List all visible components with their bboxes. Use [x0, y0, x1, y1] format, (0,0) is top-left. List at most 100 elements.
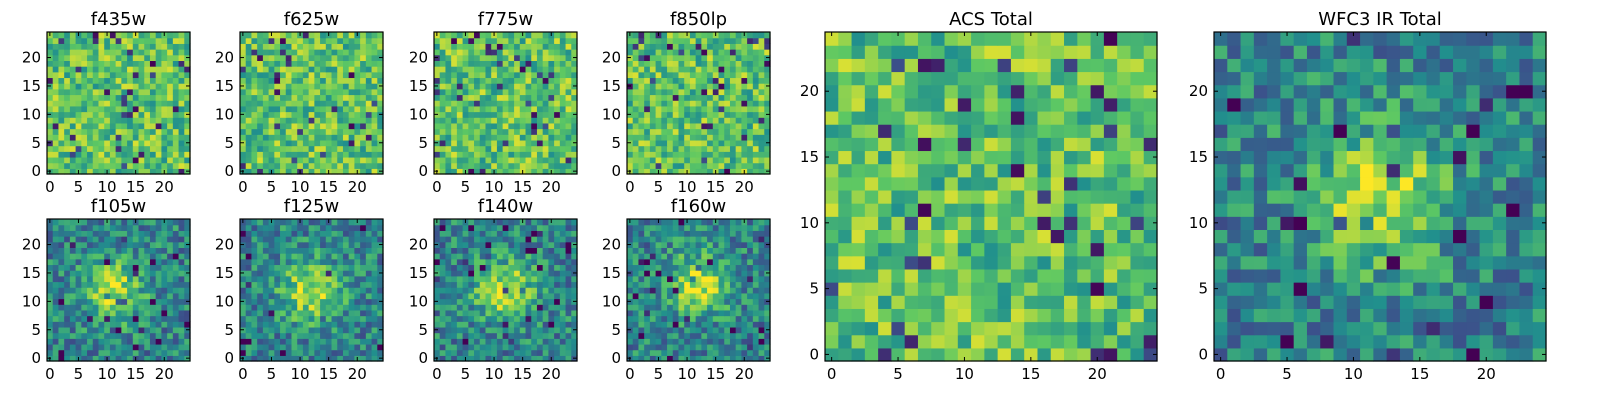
heatmap-cell — [302, 128, 310, 135]
heatmap-cell — [525, 241, 532, 248]
heatmap-cell — [377, 287, 384, 294]
heatmap-cell — [445, 338, 452, 345]
heatmap-cell — [735, 83, 742, 90]
heatmap-cell — [115, 168, 122, 175]
y-tick-label: 15 — [22, 77, 41, 95]
heatmap-cell — [81, 292, 88, 300]
heatmap-cell — [285, 66, 293, 73]
heatmap-cell — [285, 145, 293, 152]
heatmap-cell — [502, 43, 509, 50]
heatmap-cell — [58, 139, 65, 147]
heatmap-cell — [98, 43, 105, 50]
heatmap-cell — [98, 343, 105, 351]
heatmap-cell — [121, 349, 128, 356]
heatmap-cell — [280, 100, 287, 107]
heatmap-cell — [172, 309, 180, 317]
heatmap-cell — [92, 83, 100, 90]
heatmap-cell — [542, 88, 549, 96]
heatmap-cell — [98, 304, 105, 311]
heatmap-cell — [632, 66, 640, 73]
heatmap-cell — [251, 275, 258, 283]
heatmap-cell — [741, 321, 748, 328]
heatmap-cell — [308, 117, 315, 124]
heatmap-cell — [245, 117, 253, 124]
heatmap-cell — [320, 151, 327, 158]
heatmap-cell — [701, 321, 708, 328]
heatmap-cell — [251, 326, 258, 334]
heatmap-cell — [707, 338, 714, 345]
heatmap-cell — [627, 343, 634, 351]
heatmap-cell — [672, 54, 680, 61]
heatmap-cell — [47, 258, 54, 266]
heatmap-cell — [571, 247, 578, 254]
heatmap-cell — [689, 139, 697, 147]
heatmap-cell — [149, 43, 157, 50]
heatmap-cell — [109, 264, 117, 271]
heatmap-cell — [81, 326, 88, 334]
heatmap-cell — [627, 315, 634, 322]
heatmap-cell — [167, 338, 174, 345]
heatmap-cell — [655, 309, 662, 317]
heatmap-cell — [627, 128, 634, 135]
heatmap-cell — [661, 332, 668, 339]
heatmap-cell — [360, 224, 367, 231]
heatmap-cell — [285, 258, 293, 266]
heatmap-cell — [121, 304, 128, 311]
heatmap-cell — [121, 338, 128, 345]
heatmap-cell — [468, 122, 475, 130]
heatmap-cell — [445, 37, 452, 44]
heatmap-cell — [718, 111, 725, 118]
heatmap-cell — [548, 66, 555, 73]
heatmap-cell — [64, 117, 71, 124]
heatmap-cell — [548, 281, 555, 288]
heatmap-cell — [724, 37, 731, 44]
heatmap-cell — [479, 224, 487, 231]
heatmap-cell — [752, 66, 760, 73]
heatmap-cell — [149, 151, 157, 158]
heatmap-cell — [485, 258, 492, 266]
heatmap-cell — [462, 60, 469, 67]
chart-title: f125w — [284, 196, 339, 217]
heatmap-cell — [661, 100, 668, 107]
heatmap-cell — [115, 134, 122, 141]
heatmap-cell — [178, 49, 185, 56]
heatmap-cell — [245, 111, 253, 118]
heatmap-cell — [138, 60, 145, 67]
heatmap-cell — [251, 100, 258, 107]
heatmap-cell — [268, 281, 275, 288]
heatmap-cell — [468, 247, 475, 254]
heatmap-cell — [684, 134, 691, 141]
heatmap-cell — [536, 117, 544, 124]
heatmap-cell — [445, 88, 452, 96]
heatmap-cell — [127, 88, 134, 96]
heatmap-cell — [81, 32, 88, 39]
heatmap-cell — [58, 309, 65, 317]
heatmap-cell — [485, 241, 492, 248]
heatmap-cell — [337, 230, 344, 237]
heatmap-cell — [274, 54, 281, 61]
heatmap-cell — [308, 292, 315, 300]
heatmap-cell — [377, 145, 384, 152]
heatmap-cell — [360, 355, 367, 362]
heatmap-cell — [678, 128, 685, 135]
heatmap-cell — [468, 315, 475, 322]
heatmap-cell — [571, 162, 578, 169]
heatmap-cell — [747, 355, 754, 362]
heatmap-cell — [724, 128, 731, 135]
heatmap-cell — [121, 315, 128, 322]
heatmap-cell — [689, 49, 697, 56]
heatmap-cell — [565, 349, 572, 356]
heatmap-cell — [661, 111, 668, 118]
heatmap-cell — [354, 83, 361, 90]
heatmap-cell — [360, 60, 367, 67]
heatmap-cell — [104, 66, 111, 73]
heatmap-cell — [331, 43, 338, 50]
heatmap-cell — [439, 326, 447, 334]
heatmap-cell — [439, 134, 447, 141]
heatmap-cell — [559, 139, 567, 147]
heatmap-cell — [632, 134, 640, 141]
heatmap-cell — [462, 77, 469, 84]
heatmap-cell — [348, 253, 355, 260]
heatmap-cell — [314, 253, 321, 260]
